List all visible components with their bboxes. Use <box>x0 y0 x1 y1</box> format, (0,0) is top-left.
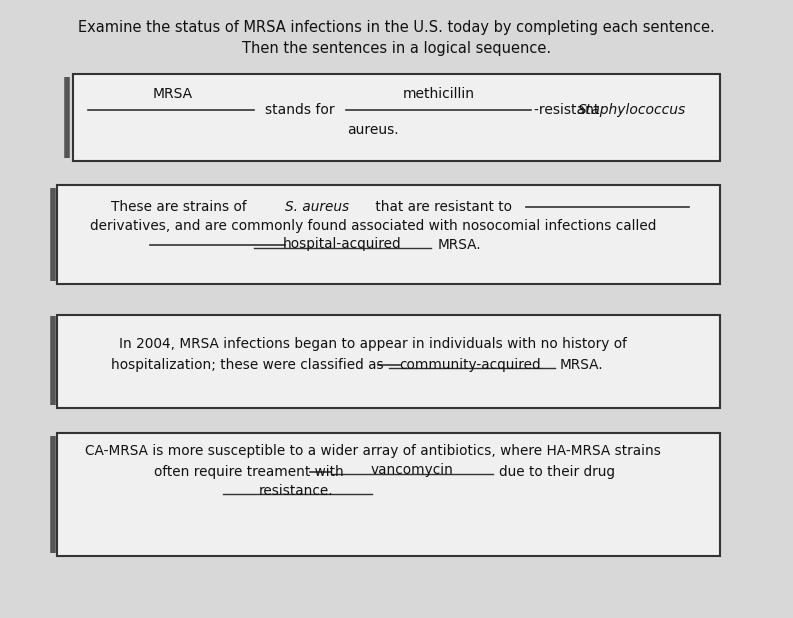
Text: due to their drug: due to their drug <box>499 465 615 478</box>
Text: aureus.: aureus. <box>347 124 399 137</box>
Text: often require treament with: often require treament with <box>154 465 343 478</box>
FancyBboxPatch shape <box>57 433 720 556</box>
Text: Then the sentences in a logical sequence.: Then the sentences in a logical sequence… <box>242 41 551 56</box>
Text: These are strains of: These are strains of <box>111 200 251 214</box>
Text: Staphylococcus: Staphylococcus <box>577 103 686 117</box>
Text: hospital-acquired: hospital-acquired <box>283 237 402 251</box>
Text: stands for: stands for <box>266 103 335 117</box>
Text: methicillin: methicillin <box>403 87 475 101</box>
Text: hospitalization; these were classified as: hospitalization; these were classified a… <box>111 358 384 371</box>
Text: MRSA: MRSA <box>153 87 193 101</box>
Text: In 2004, MRSA infections began to appear in individuals with no history of: In 2004, MRSA infections began to appear… <box>120 337 627 351</box>
FancyBboxPatch shape <box>57 315 720 408</box>
FancyBboxPatch shape <box>73 74 720 161</box>
Text: resistance.: resistance. <box>259 485 334 498</box>
Text: community-acquired: community-acquired <box>399 358 541 371</box>
Text: CA-MRSA is more susceptible to a wider array of antibiotics, where HA-MRSA strai: CA-MRSA is more susceptible to a wider a… <box>86 444 661 458</box>
Text: vancomycin: vancomycin <box>370 463 454 476</box>
Text: that are resistant to: that are resistant to <box>371 200 512 214</box>
Text: -resistant: -resistant <box>534 103 603 117</box>
Text: MRSA.: MRSA. <box>560 358 603 371</box>
Text: derivatives, and are commonly found associated with nosocomial infections called: derivatives, and are commonly found asso… <box>90 219 657 232</box>
Text: S. aureus: S. aureus <box>285 200 349 214</box>
FancyBboxPatch shape <box>57 185 720 284</box>
Text: MRSA.: MRSA. <box>438 239 481 252</box>
Text: Examine the status of MRSA infections in the U.S. today by completing each sente: Examine the status of MRSA infections in… <box>79 20 714 35</box>
